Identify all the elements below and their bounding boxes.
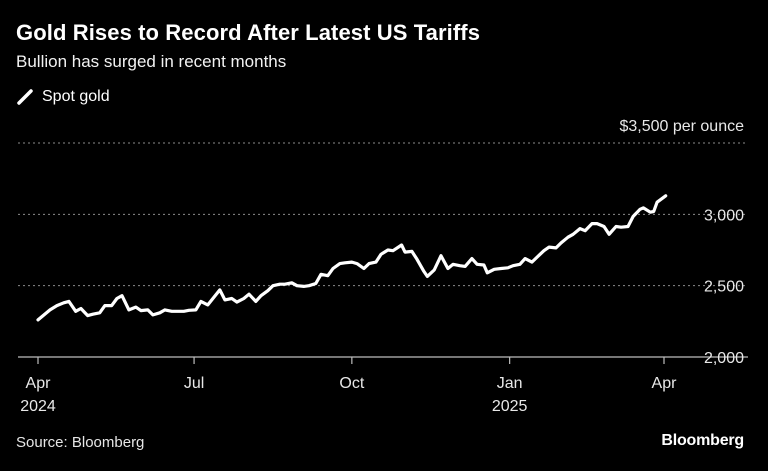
- brand-logo: Bloomberg: [661, 432, 744, 449]
- axis-layer: 2,000 2,500 3,000 $3,500 per ounce Apr 2024 Ju…: [20, 118, 744, 415]
- x-tick-year-label: 2024: [20, 398, 56, 415]
- legend: Spot gold: [16, 88, 110, 106]
- chart-title: Gold Rises to Record After Latest US Tar…: [16, 20, 481, 45]
- x-tick-label: Jan: [497, 375, 523, 392]
- legend-label: Spot gold: [42, 88, 110, 105]
- y-tick-label: $3,500 per ounce: [619, 118, 744, 135]
- chart-subtitle: Bullion has surged in recent months: [16, 52, 287, 71]
- x-tick-label: Apr: [26, 375, 52, 392]
- x-tick-year-label: 2025: [492, 398, 528, 415]
- series-layer: [36, 194, 668, 322]
- x-tick-label: Jul: [184, 375, 204, 392]
- x-tick-label: Oct: [339, 375, 364, 392]
- source-note: Source: Bloomberg: [16, 434, 145, 451]
- y-tick-label: 3,000: [704, 207, 744, 224]
- x-tick-label: Apr: [652, 375, 678, 392]
- y-tick-label: 2,500: [704, 279, 744, 296]
- legend-swatch-icon: [17, 89, 33, 105]
- y-tick-label: 2,000: [704, 350, 744, 367]
- grid-layer: [18, 142, 748, 358]
- series-line-spot-gold: [36, 194, 668, 322]
